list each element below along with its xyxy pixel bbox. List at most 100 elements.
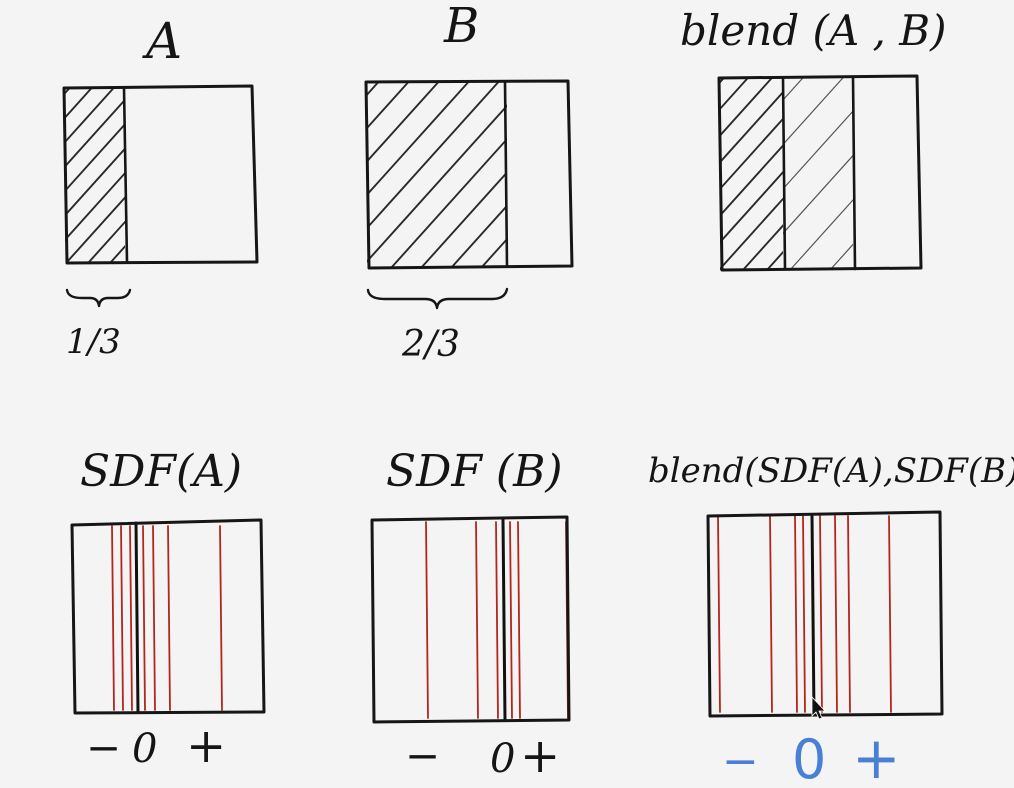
sign-plus-sdf-b: + — [520, 728, 560, 784]
divider-a — [122, 86, 129, 264]
panel-blend-sdf: blend(SDF(A),SDF(B) − 0 + — [648, 451, 1014, 788]
brace-a — [65, 288, 132, 308]
sign-minus-sdf-b: − — [405, 731, 440, 780]
title-a: A — [142, 12, 182, 70]
isoline — [847, 515, 851, 713]
isolines-blend-sdf — [717, 515, 892, 713]
hatch-line — [789, 199, 853, 270]
hatch-line — [450, 204, 507, 268]
hatch-line — [367, 82, 470, 197]
hatch-line — [133, 88, 290, 262]
sign-zero-sdf-a: 0 — [132, 726, 157, 772]
isoline — [517, 521, 521, 719]
isoline — [120, 525, 124, 711]
isoline — [111, 525, 115, 711]
isoline — [819, 515, 823, 713]
title-blend-ab: blend (A , B) — [680, 6, 946, 55]
isoline — [142, 525, 146, 711]
hatch-line — [65, 88, 93, 119]
divider-b — [503, 80, 509, 268]
hatch-line — [65, 122, 125, 193]
hatch-line — [720, 170, 783, 244]
cursor — [811, 695, 826, 720]
hatch-line — [720, 77, 726, 84]
isoline — [495, 521, 499, 719]
sign-plus-blend: + — [852, 724, 901, 788]
square-sdf-b — [370, 515, 571, 724]
hatch-line — [367, 82, 500, 230]
hatch-blend-light — [590, 77, 853, 270]
hatch-line — [720, 77, 774, 137]
hatch-line — [367, 82, 380, 97]
hatch-blend-dense — [527, 77, 783, 270]
square-blend-ab — [717, 74, 923, 272]
isolines-sdf-a — [111, 525, 223, 711]
title-sdf-b: SDF (B) — [386, 446, 563, 497]
isoline — [769, 515, 773, 713]
sign-zero-blend: 0 — [792, 728, 826, 788]
hatch-line — [367, 104, 507, 263]
sign-plus-sdf-a: + — [186, 718, 226, 774]
isoline — [509, 521, 513, 719]
square-a — [62, 84, 259, 265]
hatch-line — [590, 77, 764, 270]
hatch-line — [527, 77, 701, 270]
hatch-line — [110, 245, 125, 262]
fraction-a: 1/3 — [66, 322, 121, 362]
square-blend-sdf — [706, 510, 944, 718]
fraction-b: 2/3 — [401, 324, 460, 365]
zero-line-blend-sdf — [810, 513, 816, 716]
isoline — [802, 515, 806, 713]
hatch-line — [367, 82, 410, 130]
isoline — [425, 521, 429, 719]
zero-line-sdf-a — [134, 521, 140, 714]
sign-minus-sdf-a: − — [86, 723, 121, 772]
square-b — [364, 79, 574, 270]
isoline — [475, 521, 479, 719]
square-sdf-a — [70, 518, 266, 715]
hatch-line — [65, 147, 125, 217]
hatch-line — [65, 88, 115, 144]
panel-a: A 1/3 — [0, 12, 290, 362]
hatch-line — [88, 220, 125, 262]
isoline — [219, 525, 223, 711]
hatch-line — [65, 88, 71, 95]
sign-minus-blend: − — [722, 736, 759, 787]
hatch-line — [0, 88, 48, 262]
panel-b: B 2/3 — [364, 0, 678, 365]
panel-blend-ab: blend (A , B) — [527, 6, 946, 272]
title-sdf-a: SDF(A) — [80, 446, 242, 497]
hatch-line — [390, 137, 507, 268]
panel-sdf-a: SDF(A) − 0 + — [70, 446, 266, 774]
hatch-line — [66, 196, 125, 262]
title-blend-sdf: blend(SDF(A),SDF(B) — [648, 451, 1014, 491]
isoline — [129, 525, 133, 711]
mouse-pointer-icon — [811, 695, 826, 720]
zero-line-sdf-b — [501, 518, 507, 722]
hatch-a — [0, 88, 290, 262]
sign-zero-sdf-b: 0 — [490, 736, 515, 782]
brace-b — [366, 287, 509, 310]
isoline — [888, 515, 892, 713]
divider-blend-1 — [781, 76, 787, 271]
hatch-line — [420, 171, 507, 268]
isoline — [717, 515, 721, 713]
hatch-line — [720, 197, 783, 270]
hatch-b — [367, 82, 678, 268]
isoline — [167, 525, 171, 711]
isolines-sdf-b — [425, 521, 569, 719]
title-b: B — [443, 0, 479, 54]
hatch-line — [783, 110, 853, 190]
hatch-line — [65, 98, 125, 168]
isoline — [794, 515, 798, 713]
hatch-line — [511, 82, 678, 268]
hatch-line — [720, 90, 783, 164]
hatch-line — [783, 77, 845, 146]
hatch-line — [720, 117, 783, 191]
isoline — [834, 515, 838, 713]
hatch-line — [783, 77, 805, 101]
divider-blend-2 — [851, 75, 857, 271]
isoline — [152, 525, 156, 711]
